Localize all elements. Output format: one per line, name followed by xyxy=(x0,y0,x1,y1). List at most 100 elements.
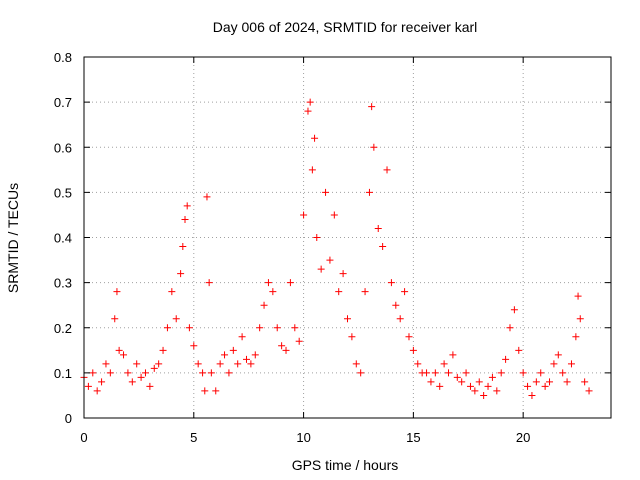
x-tick-label: 10 xyxy=(296,430,310,445)
data-point xyxy=(567,360,575,368)
data-point xyxy=(251,351,259,359)
data-point xyxy=(295,337,303,345)
data-point xyxy=(203,193,211,201)
data-point xyxy=(502,355,510,363)
data-point xyxy=(532,378,540,386)
x-tick-label: 15 xyxy=(406,430,420,445)
data-point xyxy=(150,364,158,372)
data-point xyxy=(510,306,518,314)
data-point xyxy=(115,346,123,354)
data-point xyxy=(379,243,387,251)
data-point xyxy=(574,292,582,300)
data-point xyxy=(581,378,589,386)
data-point xyxy=(89,369,97,377)
data-point xyxy=(282,346,290,354)
data-point xyxy=(199,369,207,377)
chart-title: Day 006 of 2024, SRMTID for receiver kar… xyxy=(213,19,478,35)
data-point xyxy=(205,279,213,287)
data-point xyxy=(111,315,119,323)
y-tick-label: 0 xyxy=(65,411,72,426)
data-point xyxy=(550,360,558,368)
data-point xyxy=(462,369,470,377)
data-point xyxy=(311,134,319,142)
data-point xyxy=(120,351,128,359)
data-point xyxy=(344,315,351,323)
data-point xyxy=(484,382,492,390)
data-point xyxy=(183,202,191,210)
data-point xyxy=(201,387,209,395)
data-point xyxy=(392,301,400,309)
data-point xyxy=(497,369,505,377)
data-point xyxy=(471,387,479,395)
data-point xyxy=(401,288,409,296)
data-point xyxy=(515,346,523,354)
data-point xyxy=(172,315,180,323)
data-point xyxy=(247,360,255,368)
data-point xyxy=(229,346,237,354)
data-point xyxy=(445,369,453,377)
series-points xyxy=(80,98,593,399)
y-tick-label: 0.3 xyxy=(54,276,72,291)
x-tick-label: 5 xyxy=(190,430,197,445)
data-point xyxy=(546,378,554,386)
y-tick-label: 0.2 xyxy=(54,321,72,336)
data-point xyxy=(155,360,163,368)
x-tick-label: 20 xyxy=(516,430,530,445)
data-point xyxy=(93,387,101,395)
data-point xyxy=(387,279,395,287)
data-point xyxy=(141,369,149,377)
data-point xyxy=(190,342,198,350)
data-point xyxy=(488,373,496,381)
data-point xyxy=(361,288,369,296)
data-point xyxy=(339,270,347,278)
data-point xyxy=(113,288,121,296)
data-point xyxy=(480,391,488,399)
plot-frame xyxy=(83,56,612,419)
data-point xyxy=(98,378,106,386)
data-point xyxy=(335,288,343,296)
data-point xyxy=(163,324,171,332)
data-point xyxy=(431,369,439,377)
data-point xyxy=(269,288,277,296)
data-point xyxy=(216,360,224,368)
data-point xyxy=(137,373,145,381)
data-point xyxy=(409,346,417,354)
data-point xyxy=(317,265,325,273)
data-point xyxy=(414,360,422,368)
data-point xyxy=(300,211,308,219)
y-tick-label: 0.1 xyxy=(54,366,72,381)
data-point xyxy=(146,382,154,390)
data-point xyxy=(475,378,483,386)
data-point xyxy=(541,382,549,390)
data-point xyxy=(273,324,281,332)
data-point xyxy=(159,346,167,354)
data-point xyxy=(238,333,246,341)
data-point xyxy=(572,333,580,341)
data-point xyxy=(179,243,187,251)
axis-ticks xyxy=(83,56,611,419)
x-tick-label: 0 xyxy=(80,430,87,445)
y-tick-label: 0.6 xyxy=(54,140,72,155)
data-point xyxy=(493,387,501,395)
data-point xyxy=(330,211,338,219)
data-point xyxy=(322,188,330,196)
data-point xyxy=(264,279,272,287)
data-point xyxy=(177,270,185,278)
data-point xyxy=(278,342,286,350)
data-point xyxy=(106,369,114,377)
grid-lines xyxy=(84,57,611,418)
data-point xyxy=(352,360,360,368)
data-point xyxy=(383,166,391,174)
tick-labels: 0 0.1 0.2 0.3 0.4 0.5 0.6 0.7 0.8 0 5 10 15 20 xyxy=(54,50,530,445)
data-point xyxy=(304,107,312,115)
data-point xyxy=(194,360,202,368)
data-point xyxy=(168,288,176,296)
data-point xyxy=(308,166,316,174)
data-point xyxy=(528,391,536,399)
data-point xyxy=(524,382,532,390)
data-point xyxy=(221,351,229,359)
data-point xyxy=(585,387,593,395)
data-point xyxy=(181,215,189,223)
data-point xyxy=(365,188,373,196)
data-point xyxy=(537,369,545,377)
